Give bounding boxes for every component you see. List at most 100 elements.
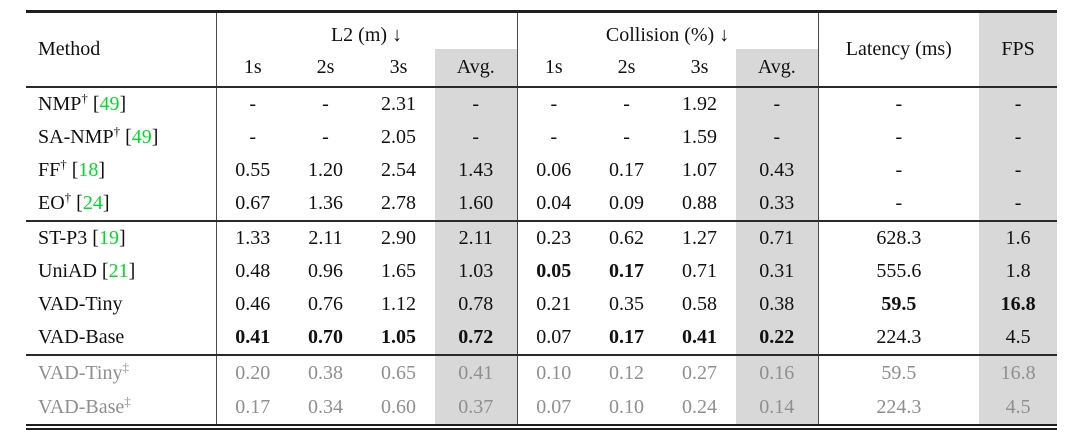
method-cell: NMP† [49] bbox=[26, 86, 216, 121]
method-cell: UniAD [21] bbox=[38, 260, 136, 282]
cell-latency: - bbox=[817, 121, 980, 154]
citation-ref: 18 bbox=[78, 159, 99, 181]
cell-l2-3s: 2.05 bbox=[381, 126, 416, 148]
cell-l2-avg: 2.11 bbox=[435, 220, 518, 255]
cell-col-3s: 0.41 bbox=[682, 326, 718, 348]
table-row: NMP† [49] - -2.31- - -1.92- - - bbox=[26, 86, 1058, 121]
cell-col-2s: - bbox=[623, 126, 630, 148]
cell-col-avg: 0.38 bbox=[736, 288, 819, 321]
cell-l2-3s: 0.60 bbox=[381, 395, 416, 418]
cell-l2-1s: 1.33 bbox=[215, 220, 289, 255]
cell-col-avg: 0.22 bbox=[736, 321, 819, 355]
cell-fps: 4.5 bbox=[979, 390, 1058, 424]
cell-l2-1s: 0.55 bbox=[215, 154, 289, 187]
cell-col-avg: 0.33 bbox=[736, 187, 819, 221]
cell-col-2s: 0.62 bbox=[590, 220, 664, 255]
cell-col-avg: 0.43 bbox=[736, 154, 819, 187]
method-label: ST-P3 bbox=[38, 227, 88, 249]
cell-col-1s: - bbox=[516, 121, 591, 154]
cell-l2-1s: 0.67 bbox=[215, 187, 289, 221]
cell-col-1s: 0.07 bbox=[516, 390, 591, 424]
citation-ref: 49 bbox=[99, 93, 120, 115]
cell-col-2s: 0.10 bbox=[609, 395, 645, 418]
method-label: VAD-Base bbox=[38, 395, 125, 418]
footnote-mark: † bbox=[113, 123, 121, 139]
table-row: EO† [24] 0.67 1.36 2.78 1.60 0.04 0.09 0.88 0.33… bbox=[26, 187, 1058, 221]
cell-col-2s: 0.35 bbox=[609, 293, 645, 315]
cell-l2-1s: 0.46 bbox=[215, 288, 289, 321]
col-header-l2-2s: 2s bbox=[316, 56, 335, 78]
cell-fps: - bbox=[979, 86, 1058, 121]
cell-l2-2s: - bbox=[322, 126, 329, 148]
col-header-l2-1s: 1s bbox=[215, 49, 289, 87]
citation-ref: 24 bbox=[82, 192, 103, 214]
cell-fps: 1.8 bbox=[979, 255, 1058, 288]
cell-col-2s: 0.17 bbox=[609, 326, 645, 348]
sub-header-row: 1s 2s 3s Avg. 1s 2s 3s Avg. bbox=[26, 49, 1057, 87]
cell-col-3s: 0.27 bbox=[663, 354, 737, 390]
cell-l2-avg: 0.78 bbox=[435, 288, 518, 321]
table-body: NMP† [49] - -2.31- - -1.92- - - SA-NMP† [49] - -2… bbox=[26, 86, 1058, 424]
citation-ref: 49 bbox=[131, 126, 152, 148]
cell-l2-3s: 2.54 bbox=[381, 159, 416, 181]
cell-latency: 59.5 bbox=[817, 354, 980, 390]
method-label: VAD-Base bbox=[38, 326, 125, 348]
cell-l2-3s: 1.05 bbox=[381, 326, 416, 348]
table-row: SA-NMP† [49] - -2.05- - -1.59- - - bbox=[26, 121, 1058, 154]
method-cell: ST-P3 [19] bbox=[26, 220, 216, 255]
cell-fps: 16.8 bbox=[979, 288, 1058, 321]
cell-fps: - bbox=[979, 121, 1058, 154]
method-label: VAD-Tiny bbox=[38, 293, 123, 315]
cell-l2-avg: 1.43 bbox=[435, 154, 518, 187]
cell-col-3s: 1.27 bbox=[663, 220, 737, 255]
cell-col-2s: - bbox=[590, 86, 664, 121]
cell-l2-1s: 0.17 bbox=[215, 390, 289, 424]
col-group-collision: Collision (%) ↓ bbox=[516, 13, 819, 49]
method-label: UniAD bbox=[38, 260, 97, 282]
cell-l2-1s: 0.41 bbox=[215, 321, 289, 355]
method-cell: VAD-Tiny bbox=[26, 288, 216, 321]
results-table-container: Method L2 (m) ↓ Collision (%) ↓ Latency … bbox=[26, 10, 1058, 430]
cell-col-2s: 0.09 bbox=[609, 192, 645, 214]
table-row: VAD-Tiny‡ 0.20 0.38 0.65 0.41 0.10 0.12 0.27 0.1… bbox=[26, 354, 1058, 390]
cell-l2-1s: 0.48 bbox=[215, 255, 289, 288]
cell-col-3s: 1.07 bbox=[682, 159, 718, 181]
cell-l2-2s: 0.76 bbox=[308, 293, 343, 315]
table-row: ST-P3 [19] 1.33 2.11 2.90 2.11 0.23 0.62 1.27 0.… bbox=[26, 220, 1058, 255]
method-cell: FF† [18] bbox=[38, 156, 106, 181]
cell-col-1s: - bbox=[516, 86, 591, 121]
cell-latency: 59.5 bbox=[817, 288, 980, 321]
table-header: Method L2 (m) ↓ Collision (%) ↓ Latency … bbox=[26, 13, 1058, 87]
cell-fps: 1.6 bbox=[979, 220, 1058, 255]
col-header-collision-3s: 3s bbox=[690, 56, 709, 78]
cell-col-2s: 0.12 bbox=[590, 354, 664, 390]
citation-ref: 19 bbox=[98, 227, 119, 249]
table-row: VAD-Base‡ 0.17 0.34 0.60 0.37 0.07 0.10 0.24 0.1… bbox=[26, 390, 1058, 424]
cell-l2-3s: 1.12 bbox=[381, 293, 416, 315]
method-cell: EO† [24] bbox=[38, 189, 110, 214]
method-label: SA-NMP bbox=[38, 126, 114, 148]
method-label: NMP bbox=[38, 93, 82, 115]
cell-col-2s: 0.17 bbox=[609, 159, 645, 181]
col-header-collision-2s: 2s bbox=[617, 56, 636, 78]
method-label: FF bbox=[38, 159, 61, 181]
method-cell: SA-NMP† [49] bbox=[38, 123, 159, 148]
cell-col-avg: 0.71 bbox=[736, 220, 819, 255]
cell-col-1s: 0.07 bbox=[516, 321, 591, 355]
cell-col-avg: - bbox=[736, 121, 819, 154]
footnote-mark: † bbox=[60, 156, 67, 172]
col-header-l2-avg: Avg. bbox=[435, 49, 518, 87]
cell-col-1s: 0.21 bbox=[516, 288, 591, 321]
cell-l2-avg: 1.03 bbox=[435, 255, 518, 288]
cell-l2-avg: - bbox=[435, 86, 518, 121]
cell-latency: - bbox=[817, 86, 980, 121]
col-header-collision-1s: 1s bbox=[516, 49, 591, 87]
cell-col-3s: 0.24 bbox=[682, 395, 718, 418]
cell-col-1s: 0.04 bbox=[516, 187, 591, 221]
cell-l2-2s: 0.34 bbox=[308, 395, 343, 418]
method-cell: VAD-Base‡ bbox=[26, 390, 216, 424]
cell-l2-2s: 2.11 bbox=[289, 220, 362, 255]
footnote-mark: ‡ bbox=[124, 392, 131, 408]
cell-fps: 4.5 bbox=[979, 321, 1058, 355]
table-row: UniAD [21] 0.48 0.96 1.65 1.03 0.05 0.17 0.71 0.… bbox=[26, 255, 1058, 288]
